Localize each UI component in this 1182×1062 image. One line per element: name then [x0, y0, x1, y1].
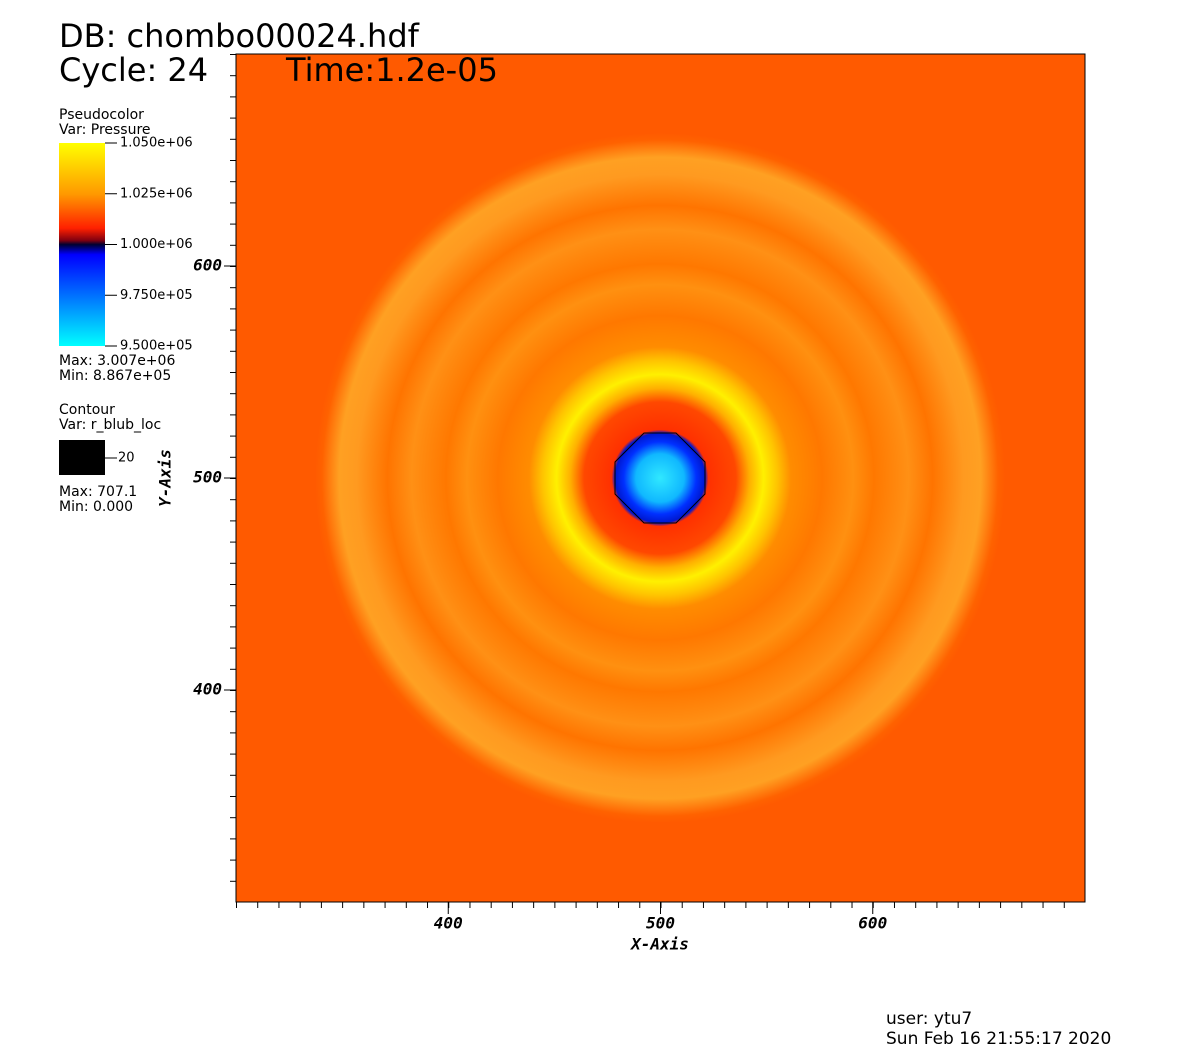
- x-tick-label: 600: [858, 914, 887, 933]
- date: Sun Feb 16 21:55:17 2020: [886, 1029, 1111, 1049]
- color-bar-label: 1.000e+06: [120, 237, 193, 252]
- user: user: ytu7: [886, 1009, 972, 1029]
- y-tick-label: 500: [193, 468, 222, 487]
- left-margin: [0, 0, 236, 1062]
- pseudocolor-min: Min: 8.867e+05: [59, 368, 171, 384]
- contour-variable: Var: r_blub_loc: [59, 417, 161, 433]
- pressure-field: [315, 133, 1005, 823]
- contour-min: Min: 0.000: [59, 499, 133, 515]
- pseudocolor-title: Pseudocolor: [59, 107, 144, 123]
- database-name: DB: chombo00024.hdf: [59, 17, 420, 55]
- contour-line: [614, 432, 706, 524]
- color-bar-label: 9.500e+05: [120, 339, 193, 354]
- y-tick-label: 400: [193, 680, 222, 699]
- color-bar-label: 9.750e+05: [120, 288, 193, 303]
- pseudocolor-max: Max: 3.007e+06: [59, 353, 175, 369]
- contour-level: 20: [118, 451, 135, 466]
- contour-title: Contour: [59, 402, 115, 418]
- right-margin: [1085, 0, 1182, 1062]
- color-bar: [59, 143, 105, 346]
- y-tick-label: 600: [193, 256, 222, 275]
- color-bar-label: 1.025e+06: [120, 186, 193, 201]
- pseudocolor-variable: Var: Pressure: [59, 122, 151, 138]
- x-axis-label: X-Axis: [629, 935, 689, 954]
- cycle: Cycle: 24: [59, 51, 208, 89]
- time: Time:1.2e-05: [285, 51, 498, 89]
- y-axis-label: Y-Axis: [156, 449, 175, 507]
- contour-max: Max: 707.1: [59, 484, 137, 500]
- x-tick-label: 400: [434, 914, 463, 933]
- top-margin: [236, 0, 1085, 54]
- color-bar-label: 1.050e+06: [120, 136, 193, 151]
- bottom-margin: [236, 902, 1085, 1062]
- contour-swatch: [59, 440, 105, 475]
- x-tick-label: 500: [646, 914, 675, 933]
